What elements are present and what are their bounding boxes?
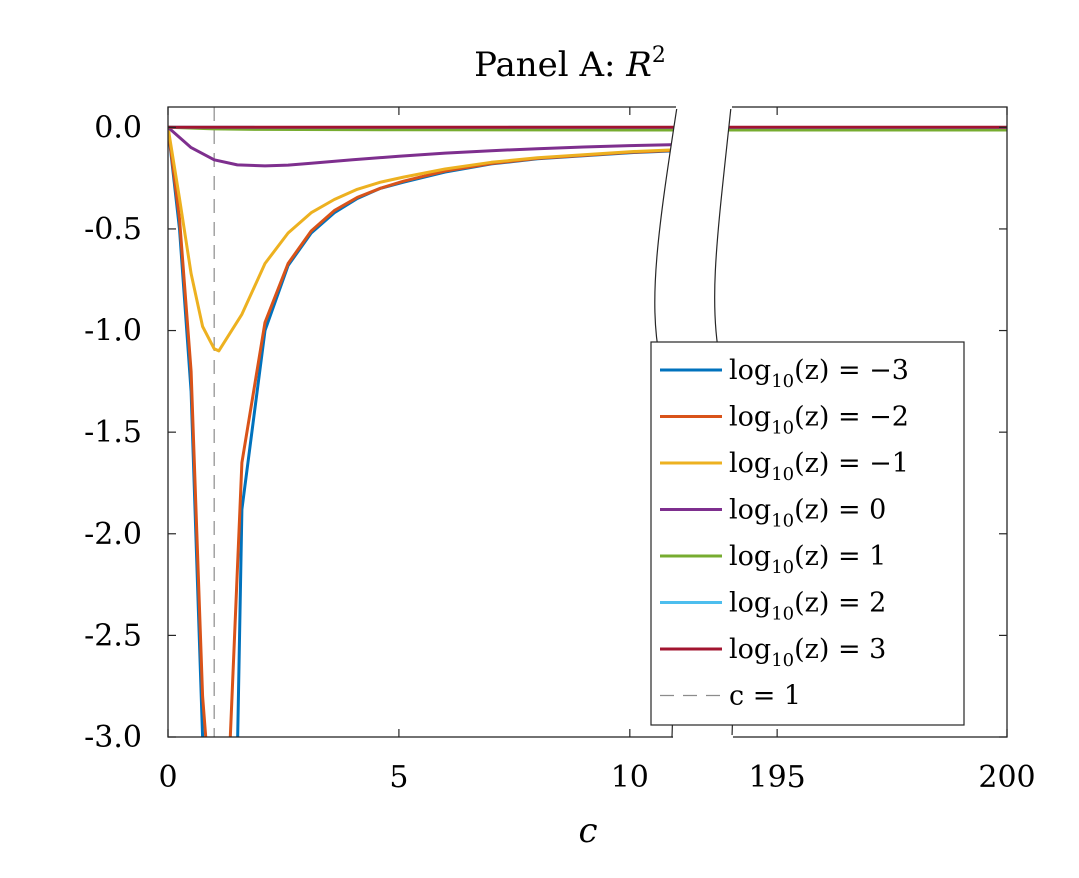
legend-label: log10(z) = 0 xyxy=(729,495,886,532)
legend-box xyxy=(650,341,965,726)
chart-title-sup: 2 xyxy=(652,43,666,68)
legend-label: log10(z) = 3 xyxy=(729,634,886,671)
legend-label-reference: c = 1 xyxy=(729,681,801,712)
y-tick-label: -0.5 xyxy=(84,212,142,247)
y-tick-label: 0.0 xyxy=(94,110,142,145)
legend-label: log10(z) = 1 xyxy=(729,541,886,578)
chart-title: Panel A: R2 xyxy=(474,43,666,85)
series-layer xyxy=(168,125,1007,737)
chart-title-text: Panel A: xyxy=(474,45,626,85)
tick-layer: 0.0 -0.5 -1.0 -1.5 -2.0 -2.5 -3.0 0 5 10 195 200 xyxy=(84,107,1036,795)
y-tick-label: -1.5 xyxy=(84,415,142,450)
y-tick-label: -1.0 xyxy=(84,314,142,349)
legend-label: log10(z) = −2 xyxy=(729,402,909,439)
axis-break-bottom-mask xyxy=(673,735,733,740)
y-tick-label: -3.0 xyxy=(84,720,142,755)
x-axis-label: c xyxy=(578,811,597,851)
y-tick-label: -2.0 xyxy=(84,517,142,552)
series-line-2-segment-1 xyxy=(168,127,676,737)
x-tick-label: 195 xyxy=(749,760,806,795)
legend-items: log10(z) = −3 log10(z) = −2 log10(z) = −1 l… xyxy=(660,355,909,712)
x-tick-label: 10 xyxy=(611,760,649,795)
chart-title-math: R xyxy=(625,45,652,85)
legend-label: log10(z) = 2 xyxy=(729,588,886,625)
series-line-4-segment-1 xyxy=(168,126,676,168)
x-tick-label: 5 xyxy=(389,760,408,795)
legend: log10(z) = −3 log10(z) = −2 log10(z) = −1 l… xyxy=(650,341,965,726)
legend-label: log10(z) = −1 xyxy=(729,448,909,485)
x-tick-label: 200 xyxy=(978,760,1035,795)
axis-break-top-mask xyxy=(676,104,732,109)
y-tick-label: -2.5 xyxy=(84,618,142,653)
x-tick-label: 0 xyxy=(158,760,177,795)
series-line-3-segment-1 xyxy=(168,127,676,353)
plot-area-frame xyxy=(167,106,1008,738)
legend-label: log10(z) = −3 xyxy=(729,355,909,392)
